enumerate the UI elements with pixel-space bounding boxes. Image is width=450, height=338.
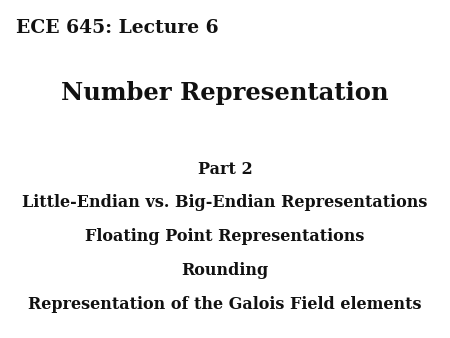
Text: Floating Point Representations: Floating Point Representations [86, 228, 365, 245]
Text: Number Representation: Number Representation [61, 81, 389, 105]
Text: Representation of the Galois Field elements: Representation of the Galois Field eleme… [28, 296, 422, 313]
Text: ECE 645: Lecture 6: ECE 645: Lecture 6 [16, 19, 218, 37]
Text: Part 2: Part 2 [198, 161, 252, 177]
Text: Little-Endian vs. Big-Endian Representations: Little-Endian vs. Big-Endian Representat… [22, 194, 427, 211]
Text: Rounding: Rounding [181, 262, 269, 279]
